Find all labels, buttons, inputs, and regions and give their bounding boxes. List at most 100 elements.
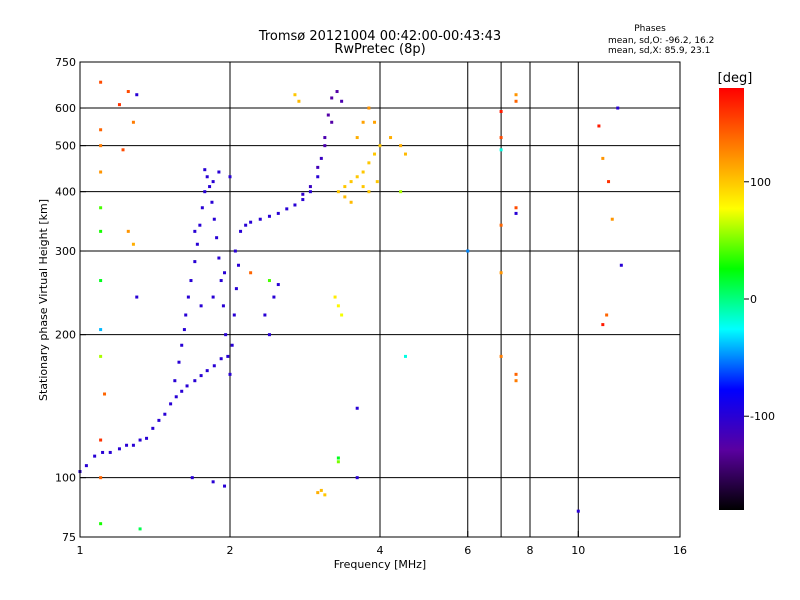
data-point bbox=[276, 283, 280, 287]
data-point bbox=[616, 106, 620, 110]
data-point bbox=[336, 460, 340, 464]
data-point bbox=[375, 180, 379, 184]
data-point bbox=[514, 372, 518, 376]
colorbar-label: [deg] bbox=[718, 71, 753, 86]
data-point bbox=[230, 343, 234, 347]
data-point bbox=[135, 295, 139, 299]
data-point bbox=[272, 295, 276, 299]
data-point bbox=[340, 313, 344, 317]
data-point bbox=[316, 175, 320, 179]
data-point bbox=[193, 260, 197, 264]
data-point bbox=[93, 454, 97, 458]
y-axis-label: Stationary phase Virtual Height [km] bbox=[37, 199, 50, 401]
stats-line-o: mean, sd,O: -96.2, 16.2 bbox=[608, 36, 714, 46]
y-tick-label: 300 bbox=[55, 245, 76, 258]
colorbar-ticks: 100 0 -100 bbox=[744, 176, 775, 423]
data-point bbox=[389, 136, 393, 140]
data-point bbox=[267, 333, 271, 337]
data-point bbox=[499, 354, 503, 358]
x-tick-label: 10 bbox=[571, 544, 585, 557]
data-point bbox=[399, 144, 403, 148]
data-point bbox=[151, 426, 155, 430]
data-point bbox=[499, 109, 503, 113]
data-point bbox=[499, 223, 503, 227]
data-point bbox=[340, 99, 344, 103]
data-points bbox=[78, 80, 623, 531]
data-point bbox=[233, 249, 237, 253]
data-point bbox=[319, 156, 323, 160]
data-point bbox=[249, 271, 253, 275]
data-point bbox=[323, 136, 327, 140]
data-point bbox=[403, 152, 407, 156]
data-point bbox=[349, 180, 353, 184]
data-point bbox=[199, 374, 203, 378]
data-point bbox=[234, 287, 238, 291]
data-point bbox=[169, 402, 173, 406]
data-point bbox=[186, 295, 190, 299]
data-point bbox=[236, 263, 240, 267]
data-point bbox=[198, 223, 202, 227]
y-tick-label: 200 bbox=[55, 329, 76, 342]
data-point bbox=[221, 304, 225, 308]
data-point bbox=[232, 313, 236, 317]
data-point bbox=[195, 242, 199, 246]
data-point bbox=[336, 456, 340, 460]
data-point bbox=[301, 192, 305, 196]
data-point bbox=[99, 128, 103, 132]
data-point bbox=[131, 120, 135, 124]
data-point bbox=[99, 438, 103, 442]
data-point bbox=[219, 279, 223, 283]
x-tick-label: 1 bbox=[77, 544, 84, 557]
data-point bbox=[319, 488, 323, 492]
plot-area: 1 2 4 6 8 10 16 75 100 200 300 400 500 600 750 bbox=[55, 56, 687, 557]
data-point bbox=[173, 379, 177, 383]
data-point bbox=[403, 354, 407, 358]
data-point bbox=[157, 418, 161, 422]
colorbar-tick-label: -100 bbox=[750, 410, 775, 423]
data-point bbox=[499, 136, 503, 140]
data-point bbox=[597, 124, 601, 128]
data-point bbox=[514, 211, 518, 215]
data-point bbox=[125, 443, 129, 447]
data-point bbox=[99, 144, 103, 148]
data-point bbox=[399, 190, 403, 194]
data-point bbox=[117, 447, 121, 451]
data-point bbox=[190, 476, 194, 480]
data-point bbox=[326, 113, 330, 117]
data-point bbox=[217, 256, 221, 260]
data-point bbox=[208, 185, 212, 189]
data-point bbox=[330, 120, 334, 124]
data-point bbox=[193, 379, 197, 383]
data-point bbox=[215, 236, 219, 240]
y-tick-label: 100 bbox=[55, 472, 76, 485]
data-point bbox=[373, 152, 377, 156]
chart-title: Tromsø 20121004 00:42:00-00:43:43 bbox=[258, 29, 501, 44]
data-point bbox=[199, 304, 203, 308]
data-point bbox=[267, 214, 271, 218]
chart-subtitle: RwPretec (8p) bbox=[334, 42, 425, 57]
x-axis-ticks: 1 2 4 6 8 10 16 bbox=[77, 531, 687, 557]
data-point bbox=[99, 229, 103, 233]
data-point bbox=[367, 161, 371, 165]
data-point bbox=[316, 491, 320, 495]
data-point bbox=[607, 180, 611, 184]
grid-lines bbox=[80, 62, 680, 537]
data-point bbox=[499, 148, 503, 152]
data-point bbox=[99, 476, 103, 480]
data-point bbox=[185, 384, 189, 388]
data-point bbox=[249, 220, 253, 224]
data-point bbox=[103, 392, 107, 396]
data-point bbox=[355, 406, 359, 410]
data-point bbox=[203, 190, 207, 194]
data-point bbox=[217, 170, 221, 174]
data-point bbox=[211, 295, 215, 299]
data-point bbox=[276, 211, 280, 215]
data-point bbox=[121, 148, 125, 152]
data-point bbox=[99, 80, 103, 84]
data-point bbox=[323, 493, 327, 497]
data-point bbox=[601, 156, 605, 160]
data-point bbox=[99, 328, 103, 332]
data-point bbox=[335, 90, 339, 94]
data-point bbox=[293, 93, 297, 97]
